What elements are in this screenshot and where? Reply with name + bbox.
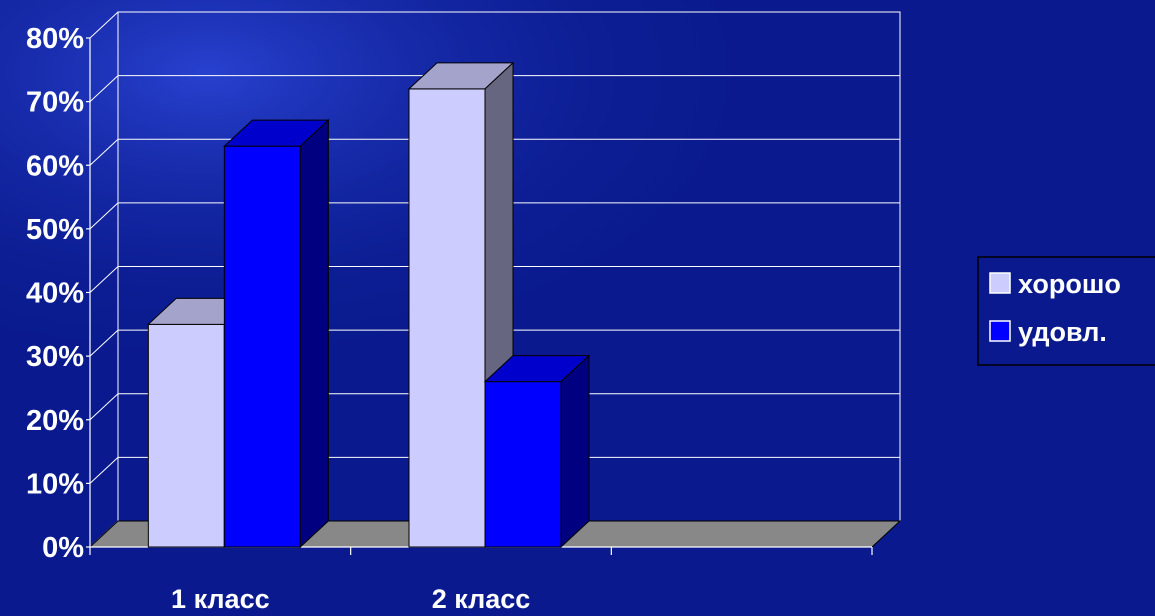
x-category-label: 1 класс	[171, 584, 270, 611]
bar-front	[408, 88, 486, 548]
side-gridline	[89, 266, 119, 293]
legend: хорошо удовл.	[977, 256, 1155, 366]
legend-swatch	[989, 272, 1011, 294]
bar	[223, 119, 330, 549]
bar	[483, 354, 591, 549]
side-gridline	[89, 202, 119, 230]
side-gridline	[89, 457, 119, 484]
y-tick-label: 50%	[26, 214, 84, 246]
x-category-label: 2 класс	[432, 584, 531, 611]
side-gridline	[89, 138, 119, 166]
bar	[407, 61, 515, 549]
side-gridline	[89, 329, 119, 357]
y-tick-label: 30%	[26, 341, 84, 373]
axis-labels: 0% 10% 20% 30% 40% 50% 60% 70% 80% 1 класс 2 класс	[26, 23, 531, 614]
y-tick-label: 60%	[26, 150, 84, 182]
bars	[147, 61, 591, 549]
bar-front	[223, 145, 301, 548]
side-gridline	[89, 75, 119, 102]
side-gridline	[89, 11, 119, 39]
legend-swatch	[989, 320, 1011, 342]
y-tick-label: 40%	[26, 278, 84, 310]
y-tick-label: 80%	[26, 23, 84, 55]
bar-side	[299, 119, 329, 549]
y-tick-label: 20%	[26, 405, 84, 437]
bar-front	[147, 323, 225, 548]
bar-front	[484, 381, 562, 548]
legend-box	[977, 256, 1155, 366]
side-gridline	[89, 393, 119, 421]
legend-label: удовл.	[1018, 317, 1107, 347]
y-tick-label: 70%	[26, 87, 84, 119]
legend-label: хорошо	[1018, 269, 1121, 299]
y-tick-label: 10%	[26, 468, 84, 500]
bar-side	[560, 354, 590, 549]
y-tick-label: 0%	[42, 532, 84, 564]
